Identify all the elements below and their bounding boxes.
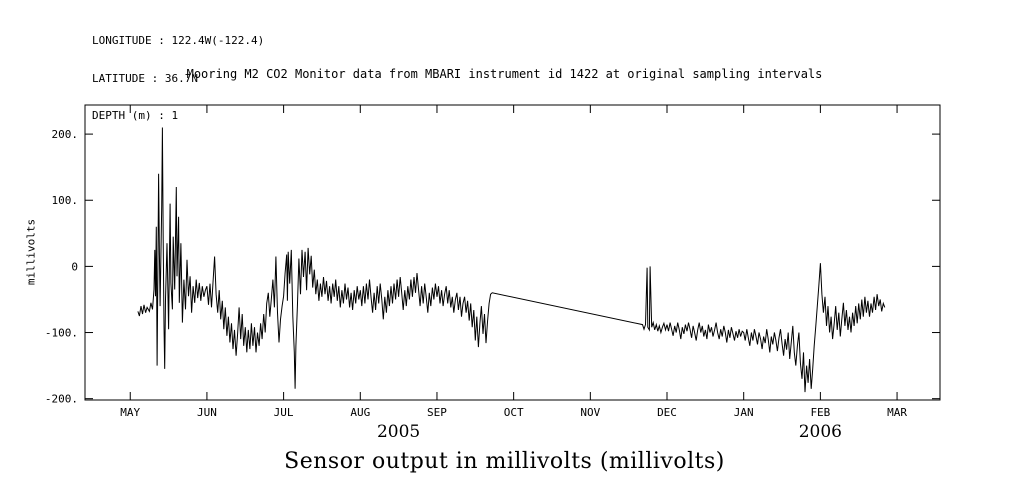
latitude-text: LATITUDE : 36.7N	[92, 71, 198, 85]
caption: Sensor output in millivolts (millivolts)	[284, 449, 725, 474]
depth-text: DEPTH (m) : 1	[92, 109, 179, 122]
y-axis-label: millivolts	[24, 218, 38, 286]
x-tick-label: SEP	[427, 406, 447, 419]
y-tick-label: 0	[71, 260, 78, 273]
data-line	[137, 127, 886, 393]
year-label: 2006	[799, 422, 842, 442]
y-tick-label: -100.	[45, 327, 78, 340]
y-tick-label: 100.	[52, 194, 79, 207]
plot-frame	[84, 104, 941, 401]
metadata-block: LONGITUDE : 122.4W(-122.4) LATITUDE : 36…	[92, 10, 264, 148]
x-tick-label: NOV	[580, 406, 600, 419]
x-tick-label: JUL	[274, 406, 294, 419]
y-tick-label: 200.	[52, 128, 79, 141]
year-label: 2005	[377, 422, 420, 442]
y-tick-label: -200.	[45, 393, 78, 406]
x-tick-label: FEB	[810, 406, 830, 419]
x-tick-label: AUG	[350, 406, 370, 419]
x-tick-label: MAR	[887, 406, 907, 419]
chart-title: Mooring M2 CO2 Monitor data from MBARI i…	[186, 67, 823, 81]
x-tick-label: OCT	[504, 406, 524, 419]
x-tick-label: MAY	[120, 406, 140, 419]
longitude-text: LONGITUDE : 122.4W(-122.4)	[92, 34, 265, 47]
x-tick-label: JAN	[734, 406, 754, 419]
x-tick-label: JUN	[197, 406, 217, 419]
x-tick-label: DEC	[657, 406, 677, 419]
